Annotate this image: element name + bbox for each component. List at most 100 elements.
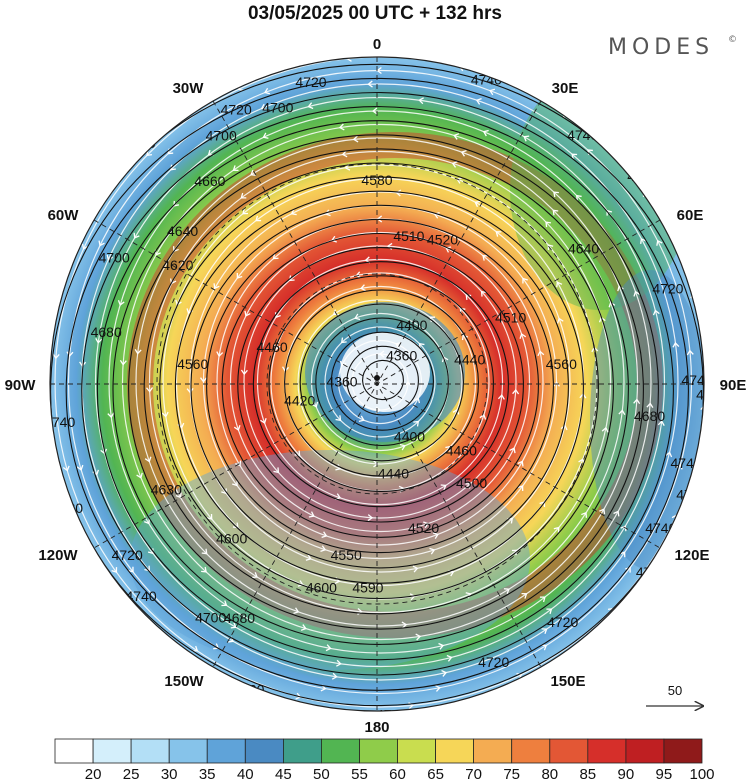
latitude-circle-middle: [156, 163, 598, 605]
streamline-arrow-icon: [537, 350, 545, 357]
streamline-arrow-icon: [474, 200, 481, 208]
streamline-arrow-icon: [161, 411, 169, 418]
contour-label: 4590: [352, 579, 383, 595]
height-contour: [143, 162, 614, 615]
streamline-arrow-icon: [495, 231, 502, 237]
streamline-arrow-icon: [435, 684, 441, 692]
contour-label: 4400: [396, 317, 427, 333]
streamline: [108, 110, 652, 654]
streamline: [337, 339, 423, 425]
streamline-arrow-icon: [452, 408, 460, 415]
streamline-arrow-icon: [357, 608, 363, 616]
streamline-arrow-icon: [320, 545, 327, 553]
streamline-arrow-icon: [52, 353, 60, 360]
streamline-arrow-icon: [700, 404, 704, 411]
contour-label: 4760: [676, 487, 707, 503]
height-contour: [284, 289, 479, 477]
streamline-arrow-icon: [404, 380, 412, 387]
colorbar-swatch: [435, 738, 475, 764]
colorbar-swatch: [206, 738, 246, 764]
streamline-arrow-icon: [509, 447, 516, 454]
lon-label-30w: 30W: [173, 80, 205, 97]
streamline-arrow-icon: [288, 275, 295, 282]
streamline: [148, 150, 612, 614]
streamline-arrow-icon: [429, 547, 436, 555]
streamline-arrow-icon: [465, 482, 472, 489]
streamline-arrow-icon: [175, 492, 182, 499]
streamline-arrow-icon: [545, 221, 552, 228]
height-contour: [237, 247, 524, 523]
streamline-arrow-icon: [575, 194, 582, 201]
contour-label: 4720: [112, 547, 143, 563]
streamline-arrow-icon: [66, 351, 74, 357]
contour-label: 4560: [546, 356, 577, 372]
contour-label: 4720: [221, 102, 252, 118]
streamline-arrow-icon: [482, 255, 489, 261]
streamline-arrow-icon: [307, 102, 314, 110]
contour-label: 4740: [681, 372, 712, 388]
colorbar-swatch: [244, 738, 284, 764]
height-contour: [159, 176, 599, 600]
contour-label: 4760: [318, 40, 349, 56]
streamline-arrow-icon: [273, 344, 281, 351]
streamline-arrow-icon: [98, 240, 105, 247]
streamline-arrow-icon: [236, 272, 243, 279]
streamline-arrow-icon: [440, 484, 447, 491]
streamline-arrow-icon: [541, 644, 548, 651]
streamline-arrow-icon: [413, 397, 421, 404]
streamline-arrow-icon: [415, 633, 422, 641]
contour-label: 4740: [126, 588, 157, 604]
contour-label: 4720: [295, 74, 326, 90]
streamline-arrow-icon: [576, 653, 583, 659]
streamline-arrow-icon: [290, 209, 297, 216]
streamline-arrow-icon: [646, 402, 654, 408]
streamline-arrow-icon: [257, 694, 264, 702]
colorbar-swatch: [663, 738, 703, 764]
streamline-arrow-icon: [482, 129, 489, 137]
streamline-arrow-icon: [654, 572, 660, 579]
contour-label: 4440: [454, 351, 485, 367]
streamline-arrow-icon: [399, 443, 406, 451]
streamline-arrow-icon: [613, 510, 620, 517]
streamline-arrow-icon: [71, 233, 79, 240]
streamline-arrow-icon: [480, 290, 487, 297]
contour-label: 4740: [471, 71, 502, 87]
streamline-arrow-icon: [556, 281, 563, 288]
lon-label-120e: 120E: [674, 547, 709, 564]
contour-label: 4720: [478, 654, 509, 670]
streamline-arrow-icon: [465, 294, 472, 300]
streamline-arrow-icon: [619, 551, 626, 558]
colorbar-tick-label: 60: [389, 766, 406, 782]
graticule: [50, 57, 704, 711]
streamline-arrow-icon: [354, 313, 361, 321]
height-contour: [299, 303, 464, 462]
streamline: [189, 191, 571, 573]
brand-copyright-mark: ©: [728, 35, 737, 45]
streamline-arrow-icon: [395, 341, 402, 349]
contour-label: 4630: [151, 482, 182, 498]
streamline: [229, 231, 531, 533]
brand-logo: MODES: [608, 35, 714, 60]
streamline-arrow-icon: [541, 628, 548, 635]
streamline-arrow-icon: [206, 513, 213, 520]
streamline-arrow-icon: [144, 565, 150, 572]
streamline-arrow-icon: [192, 645, 199, 652]
colorbar-swatch: [168, 738, 208, 764]
vector-reference-value: 50: [668, 683, 682, 698]
contour-label: 4780: [696, 387, 727, 403]
streamline-arrow-icon: [665, 451, 673, 458]
streamline-arrow-icon: [412, 565, 419, 573]
height-contour: [128, 148, 629, 630]
colorbar: 20 25 30 35 40 45 50 55 60 65 70 75 80 85 90 95 100: [54, 738, 715, 782]
lon-label-0: 0: [373, 36, 381, 53]
streamline-arrow-icon: [133, 232, 140, 239]
streamline-arrow-icon: [224, 75, 231, 83]
height-contour: [50, 63, 704, 711]
contour-label: 4700: [206, 127, 237, 143]
streamline-arrow-icon: [186, 387, 194, 394]
lon-label-180: 180: [364, 719, 389, 736]
height-contour: [206, 218, 554, 554]
colorbar-swatch: [54, 738, 94, 764]
contour-labels: 4740 4740 4760 4720 4680 4640 4600 4720 4760 4780…: [50, 40, 727, 711]
contour-label: 4460: [446, 443, 477, 459]
